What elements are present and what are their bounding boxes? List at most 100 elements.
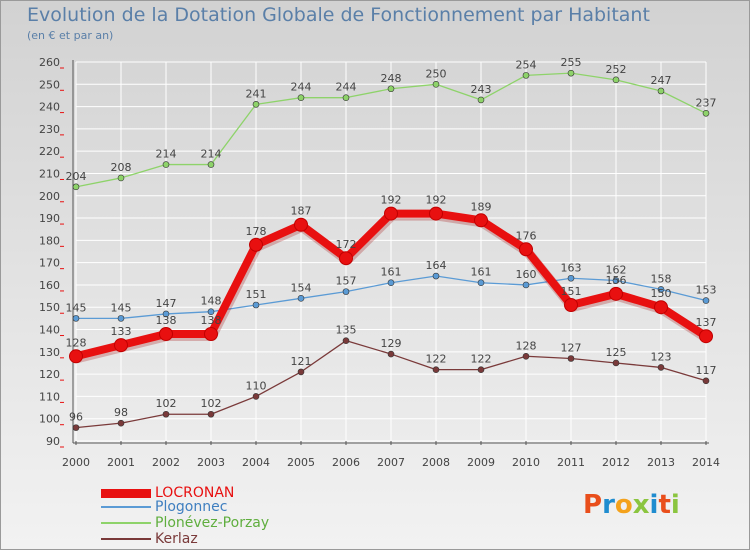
legend-swatch-kerlaz <box>101 538 151 540</box>
y-tick-label: 160 <box>39 279 60 292</box>
data-label-kerlaz: 123 <box>651 350 672 363</box>
y-tick-label: 250 <box>39 78 60 91</box>
data-point-locronan <box>429 206 443 221</box>
data-point-plogonnec <box>432 272 440 280</box>
data-point-plon-vez-porzay <box>432 80 440 88</box>
y-tick-label: 200 <box>39 190 60 203</box>
data-label-plon-vez-porzay: 247 <box>651 74 672 87</box>
data-label-plogonnec: 158 <box>651 272 672 285</box>
data-label-plogonnec: 147 <box>156 297 177 310</box>
data-label-locronan: 189 <box>471 200 492 213</box>
x-tick-label: 2009 <box>467 456 495 469</box>
logo-letter: P <box>583 490 603 520</box>
data-point-plogonnec <box>252 301 260 309</box>
data-label-plogonnec: 162 <box>606 263 627 276</box>
data-point-plogonnec <box>567 274 575 282</box>
data-point-plogonnec <box>657 286 665 293</box>
data-point-kerlaz <box>72 424 80 431</box>
x-tick-label: 2000 <box>62 456 90 469</box>
data-label-plogonnec: 148 <box>201 295 222 308</box>
logo-letter: r <box>602 490 615 520</box>
data-label-plon-vez-porzay: 248 <box>381 72 402 85</box>
data-label-kerlaz: 135 <box>336 324 357 337</box>
data-point-plogonnec <box>162 310 170 318</box>
data-label-locronan: 150 <box>651 287 672 300</box>
data-point-kerlaz <box>162 410 170 418</box>
data-point-plogonnec <box>612 277 620 284</box>
data-point-kerlaz <box>657 364 665 371</box>
data-point-locronan <box>699 329 713 344</box>
proxiti-logo: Proxiti <box>583 490 680 520</box>
y-tick-label: 220 <box>39 145 60 158</box>
legend-swatch-locronan <box>101 489 151 498</box>
data-label-kerlaz: 127 <box>561 342 582 355</box>
legend-label-plonevez-porzay: Plonévez-Porzay <box>155 515 270 531</box>
legend-label-plogonnec: Plogonnec <box>155 499 228 515</box>
data-label-kerlaz: 122 <box>471 353 492 366</box>
data-point-locronan <box>654 300 668 315</box>
data-label-locronan: 176 <box>516 229 537 242</box>
data-label-locronan: 178 <box>246 225 267 238</box>
data-label-plon-vez-porzay: 241 <box>246 87 267 100</box>
y-tick-label: 190 <box>39 212 60 225</box>
data-point-locronan <box>69 349 83 364</box>
data-label-locronan: 187 <box>291 205 312 218</box>
data-label-plon-vez-porzay: 250 <box>426 67 447 80</box>
data-point-plogonnec <box>702 297 710 304</box>
data-label-locronan: 138 <box>201 314 222 327</box>
data-label-locronan: 128 <box>66 336 87 349</box>
data-point-locronan <box>609 286 623 301</box>
data-label-kerlaz: 102 <box>201 397 222 410</box>
data-label-plogonnec: 163 <box>561 261 582 274</box>
data-label-plogonnec: 145 <box>111 301 132 314</box>
x-tick-label: 2012 <box>602 456 630 469</box>
data-point-kerlaz <box>252 393 260 400</box>
y-tick-label: 120 <box>39 368 60 381</box>
data-point-plogonnec <box>477 279 485 287</box>
x-tick-label: 2014 <box>692 456 720 469</box>
data-point-plon-vez-porzay <box>567 69 575 77</box>
y-tick-label: 90 <box>46 435 60 448</box>
y-tick-label: 170 <box>39 257 60 270</box>
data-point-locronan <box>519 242 533 257</box>
data-point-plon-vez-porzay <box>522 72 530 79</box>
data-point-plon-vez-porzay <box>162 161 170 168</box>
data-point-kerlaz <box>477 366 485 373</box>
data-point-plon-vez-porzay <box>117 174 125 182</box>
data-label-kerlaz: 96 <box>69 411 83 424</box>
data-point-plon-vez-porzay <box>387 85 395 93</box>
x-tick-label: 2004 <box>242 456 270 469</box>
data-point-plon-vez-porzay <box>297 94 305 101</box>
data-point-kerlaz <box>432 366 440 373</box>
data-point-locronan <box>114 338 128 353</box>
data-point-kerlaz <box>612 359 620 367</box>
data-label-kerlaz: 117 <box>696 364 717 377</box>
chart-title: Evolution de la Dotation Globale de Fonc… <box>27 4 650 26</box>
data-point-plon-vez-porzay <box>207 161 215 168</box>
y-tick-label: 210 <box>39 167 60 180</box>
x-tick-label: 2002 <box>152 456 180 469</box>
y-tick-label: 240 <box>39 101 60 114</box>
data-label-kerlaz: 98 <box>114 406 128 419</box>
y-tick-label: 150 <box>39 301 60 314</box>
data-label-plogonnec: 161 <box>381 266 402 279</box>
data-point-plogonnec <box>522 281 530 289</box>
x-tick-label: 2005 <box>287 456 315 469</box>
logo-letter: i <box>649 490 659 520</box>
x-tick-label: 2013 <box>647 456 675 469</box>
logo-letter: t <box>658 490 671 520</box>
data-label-kerlaz: 128 <box>516 339 537 352</box>
data-point-plogonnec <box>72 315 80 322</box>
logo-letter: o <box>614 490 633 520</box>
data-point-locronan <box>564 298 578 313</box>
y-tick-label: 110 <box>39 390 60 403</box>
data-label-plon-vez-porzay: 244 <box>336 81 357 94</box>
logo-letter: i <box>670 490 680 520</box>
data-point-plon-vez-porzay <box>657 87 665 95</box>
x-tick-label: 2006 <box>332 456 360 469</box>
data-point-kerlaz <box>567 355 575 362</box>
data-point-kerlaz <box>342 337 350 344</box>
data-label-plon-vez-porzay: 214 <box>201 148 222 161</box>
data-label-plogonnec: 160 <box>516 268 537 281</box>
